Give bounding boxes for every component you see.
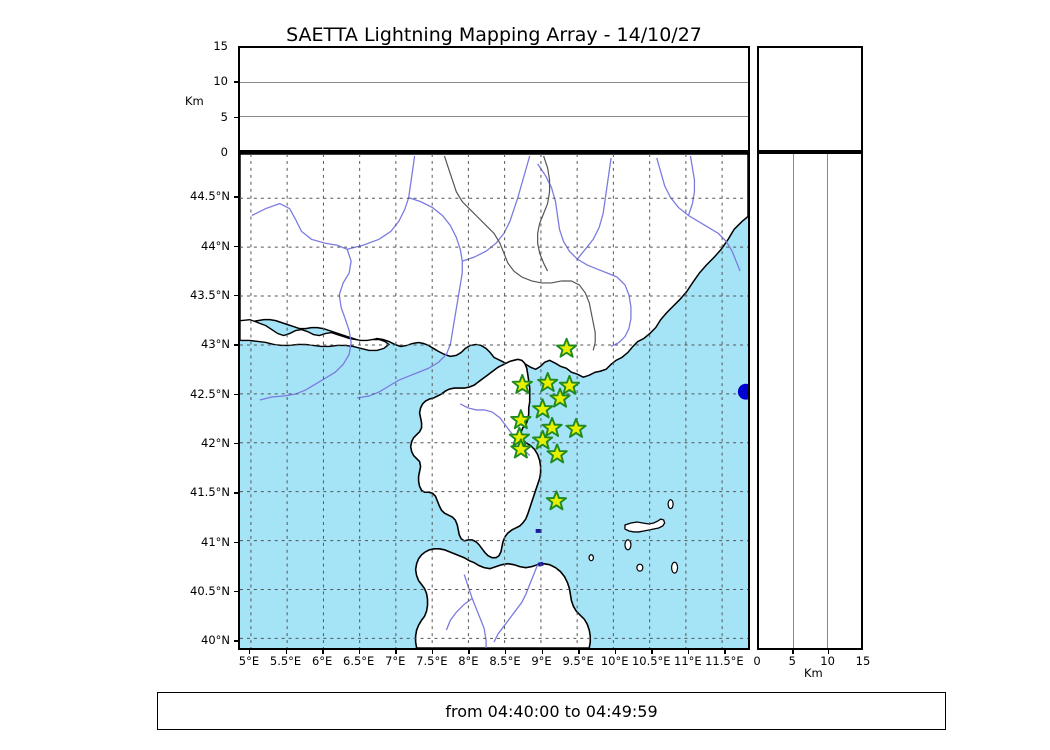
- longitude-tick-75E: 7.5°E: [416, 654, 448, 668]
- landmass-corsica: [409, 358, 542, 559]
- landmass-sardinia: [414, 548, 592, 648]
- longitude-tickmark: [687, 650, 690, 654]
- latitude-tick-415N: 41.5°N: [190, 485, 230, 500]
- longitude-tick-7E: 7°E: [385, 654, 406, 668]
- longitude-tick-105E: 10.5°E: [631, 654, 671, 668]
- latitude-tickmark: [234, 245, 238, 248]
- top-panel-tickmark-10: [234, 81, 238, 83]
- right-panel-xtick-5: 5: [788, 654, 796, 668]
- top-panel-axis-label: Km: [185, 94, 204, 108]
- figure-title: SAETTA Lightning Mapping Array - 14/10/2…: [286, 24, 702, 46]
- island-giglio: [671, 561, 679, 574]
- latitude-tick-42N: 42°N: [201, 435, 230, 450]
- source-marker[interactable]: [737, 383, 748, 400]
- right-panel-gridline-5km: [792, 154, 794, 648]
- longitude-tickmark: [395, 650, 397, 654]
- administrative-borders: [443, 155, 596, 351]
- time-range-text: from 04:40:00 to 04:49:59: [445, 701, 658, 721]
- latitude-tick-445N: 44.5°N: [190, 189, 230, 204]
- latitude-tick-425N: 42.5°N: [190, 386, 230, 401]
- longitude-tickmark: [614, 650, 617, 654]
- longitude-tickmark: [431, 650, 434, 654]
- latitude-tickmark: [234, 344, 238, 346]
- altitude-longitude-panel[interactable]: [238, 46, 750, 152]
- longitude-tick-55E: 5.5°E: [269, 654, 302, 668]
- corner-panel[interactable]: [757, 46, 863, 152]
- longitude-tickmark: [651, 650, 653, 654]
- longitude-tick-115E: 11.5°E: [705, 654, 744, 668]
- island-montecristo: [636, 563, 644, 572]
- longitude-tickmark: [724, 650, 726, 654]
- latitude-altitude-panel[interactable]: [757, 152, 863, 650]
- right-panel-xtick-10: 10: [820, 654, 835, 668]
- latitude-tickmark: [234, 640, 238, 642]
- map-gridlines: [240, 154, 748, 648]
- longitude-tickmark: [578, 650, 580, 654]
- latitude-tickmark: [234, 442, 238, 445]
- source-markers-layer[interactable]: [737, 383, 748, 400]
- top-panel-ytick-0: 0: [220, 145, 228, 159]
- island-elba: [624, 518, 666, 533]
- latitude-tick-43N: 43°N: [201, 337, 230, 352]
- right-panel-gridline-10km: [826, 154, 828, 648]
- longitude-tick-6E: 6°E: [311, 654, 333, 668]
- right-panel-tickmark-5: [792, 650, 794, 654]
- right-panel-xtick-0: 0: [753, 654, 761, 668]
- top-panel-gridline-10km: [240, 81, 748, 83]
- top-panel-tickmark-5: [234, 116, 238, 119]
- latitude-tickmark: [234, 492, 238, 494]
- longitude-tick-8E: 8°E: [458, 654, 479, 668]
- map-panel[interactable]: [238, 152, 750, 650]
- longitude-tick-10E: 10°E: [600, 654, 629, 668]
- latitude-tick-435N: 43.5°N: [190, 287, 230, 302]
- island-capraia: [624, 539, 632, 551]
- longitude-tickmark: [358, 650, 361, 654]
- latitude-tickmark: [234, 393, 238, 395]
- longitude-tick-85E: 8.5°E: [489, 654, 521, 668]
- latitude-tick-41N: 41°N: [201, 534, 230, 549]
- longitude-tick-65E: 6.5°E: [343, 654, 375, 668]
- longitude-tickmark: [504, 650, 507, 654]
- longitude-tickmark: [285, 650, 287, 654]
- top-panel-ytick-5: 5: [220, 109, 228, 124]
- longitude-tickmark: [248, 650, 251, 654]
- latitude-tick-40N: 40°N: [201, 633, 230, 648]
- island-gorgona: [667, 499, 674, 510]
- right-panel-axis-label: Km: [804, 666, 823, 680]
- right-panel-xtick-15: 15: [855, 654, 871, 668]
- longitude-tickmark: [322, 650, 324, 654]
- longitude-tick-11E: 11°E: [674, 654, 702, 668]
- top-panel-ytick-10: 10: [213, 74, 228, 89]
- top-panel-gridline-5km: [240, 115, 748, 117]
- latitude-tickmark: [234, 590, 238, 593]
- top-panel-ytick-15: 15: [213, 39, 228, 53]
- right-panel-tickmark-10: [827, 650, 829, 654]
- latitude-tickmark: [234, 196, 238, 198]
- longitude-tick-95E: 9.5°E: [562, 654, 594, 668]
- map-svg: [240, 154, 748, 648]
- latitude-tick-44N: 44°N: [201, 238, 230, 253]
- latitude-tickmark: [234, 541, 238, 543]
- lagoon-marks: [535, 528, 544, 567]
- latitude-tick-405N: 40.5°N: [190, 583, 230, 598]
- longitude-tick-5E: 5°E: [238, 654, 260, 668]
- longitude-tick-9E: 9°E: [531, 654, 552, 668]
- map-canvas[interactable]: [240, 154, 748, 648]
- longitude-tickmark: [468, 650, 470, 654]
- latitude-tickmark: [234, 294, 238, 297]
- time-range-statusbar[interactable]: from 04:40:00 to 04:49:59: [157, 692, 946, 730]
- longitude-tickmark: [541, 650, 543, 654]
- landmass-mainland: [240, 154, 748, 378]
- island-pianosa: [588, 554, 595, 562]
